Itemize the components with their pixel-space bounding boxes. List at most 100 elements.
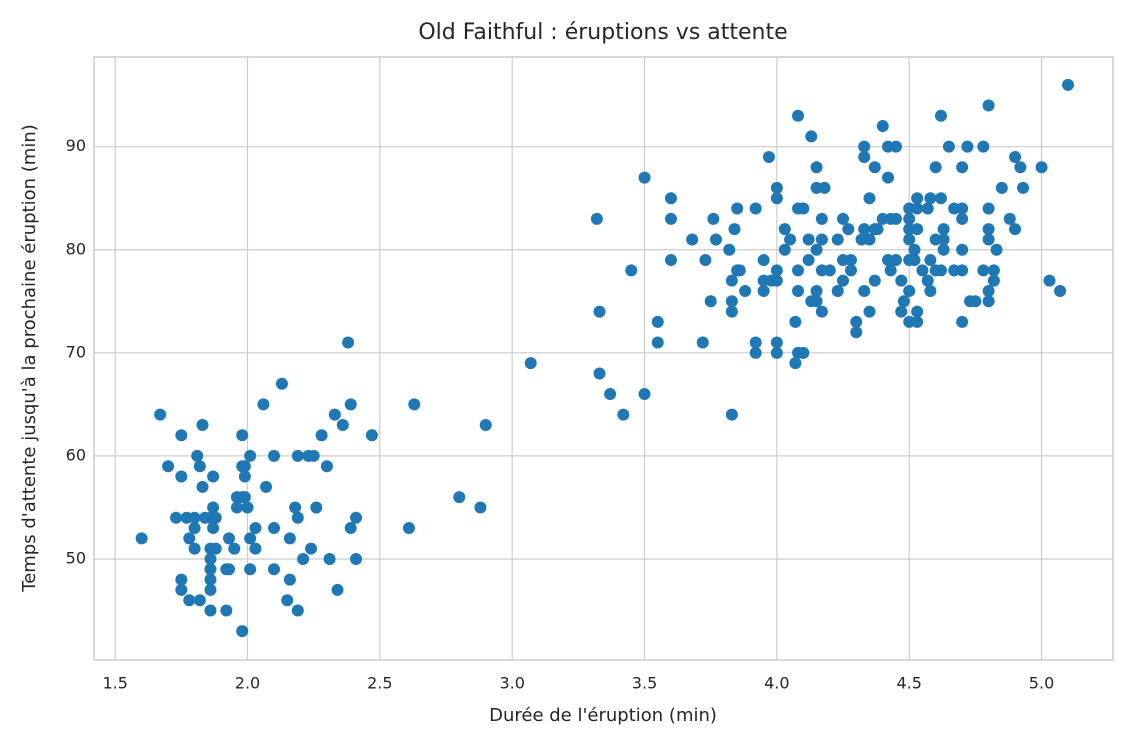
scatter-point xyxy=(990,243,1003,256)
scatter-point xyxy=(863,233,876,246)
scatter-point xyxy=(170,511,183,524)
scatter-point xyxy=(236,625,249,638)
scatter-point xyxy=(810,295,823,308)
scatter-point xyxy=(895,305,908,318)
scatter-point xyxy=(328,408,341,421)
scatter-point xyxy=(331,583,344,596)
scatter-point xyxy=(815,212,828,225)
scatter-point xyxy=(733,264,746,277)
scatter-point xyxy=(987,274,1000,287)
scatter-point xyxy=(937,233,950,246)
scatter-point xyxy=(858,150,871,163)
x-tick-label: 3.5 xyxy=(632,674,657,693)
scatter-point xyxy=(956,161,969,174)
scatter-point xyxy=(267,563,280,576)
scatter-point xyxy=(291,604,304,617)
scatter-point xyxy=(937,223,950,236)
scatter-point xyxy=(204,563,217,576)
scatter-point xyxy=(183,594,196,607)
scatter-point xyxy=(908,243,921,256)
y-tick-label: 90 xyxy=(66,136,86,155)
scatter-point xyxy=(402,522,415,535)
scatter-point xyxy=(823,264,836,277)
scatter-point xyxy=(749,346,762,359)
scatter-point xyxy=(524,357,537,370)
scatter-point xyxy=(204,552,217,565)
scatter-point xyxy=(222,563,235,576)
scatter-point xyxy=(911,305,924,318)
scatter-point xyxy=(982,284,995,297)
scatter-point xyxy=(1009,150,1022,163)
x-tick-label: 2.5 xyxy=(367,674,392,693)
scatter-point xyxy=(850,326,863,339)
x-tick-label: 5.0 xyxy=(1029,674,1054,693)
scatter-point xyxy=(664,254,677,267)
scatter-point xyxy=(903,284,916,297)
scatter-point xyxy=(590,212,603,225)
scatter-point xyxy=(871,223,884,236)
scatter-point xyxy=(977,140,990,153)
scatter-point xyxy=(921,274,934,287)
scatter-point xyxy=(291,449,304,462)
scatter-point xyxy=(350,511,363,524)
scatter-point xyxy=(297,552,310,565)
scatter-point xyxy=(911,223,924,236)
scatter-point xyxy=(236,429,249,442)
scatter-point xyxy=(175,470,188,483)
scatter-point xyxy=(868,274,881,287)
scatter-point xyxy=(770,264,783,277)
scatter-point xyxy=(818,181,831,194)
scatter-point xyxy=(934,192,947,205)
scatter-point xyxy=(1014,161,1027,174)
scatter-point xyxy=(175,583,188,596)
scatter-point xyxy=(789,315,802,328)
scatter-point xyxy=(1003,212,1016,225)
scatter-point xyxy=(802,254,815,267)
scatter-point xyxy=(230,501,243,514)
scatter-point xyxy=(207,501,220,514)
y-tick-label: 70 xyxy=(66,342,86,361)
scatter-point xyxy=(956,212,969,225)
scatter-point xyxy=(844,264,857,277)
scatter-point xyxy=(291,511,304,524)
scatter-point xyxy=(956,264,969,277)
x-tick-label: 3.0 xyxy=(499,674,524,693)
y-axis-label: Temps d'attente jusqu'à la prochaine éru… xyxy=(19,124,40,592)
scatter-point xyxy=(228,542,241,555)
scatter-point xyxy=(731,202,744,215)
scatter-point xyxy=(762,150,775,163)
scatter-point xyxy=(876,120,889,133)
scatter-point xyxy=(868,161,881,174)
scatter-point xyxy=(961,140,974,153)
scatter-point xyxy=(135,532,148,545)
scatter-point xyxy=(916,264,929,277)
scatter-point xyxy=(175,573,188,586)
scatter-point xyxy=(982,295,995,308)
scatter-point xyxy=(320,460,333,473)
scatter-point xyxy=(220,604,233,617)
scatter-point xyxy=(651,315,664,328)
scatter-point xyxy=(789,357,802,370)
y-tick-label: 80 xyxy=(66,239,86,258)
scatter-point xyxy=(244,532,257,545)
scatter-point xyxy=(911,202,924,215)
scatter-point xyxy=(757,284,770,297)
scatter-point xyxy=(797,202,810,215)
scatter-point xyxy=(956,243,969,256)
scatter-point xyxy=(686,233,699,246)
scatter-point xyxy=(895,274,908,287)
scatter-point xyxy=(344,522,357,535)
scatter-point xyxy=(921,202,934,215)
scatter-point xyxy=(1043,274,1056,287)
scatter-point xyxy=(903,212,916,225)
scatter-point xyxy=(987,264,1000,277)
scatter-point xyxy=(188,511,201,524)
scatter-point xyxy=(207,522,220,535)
scatter-point xyxy=(1009,223,1022,236)
scatter-point xyxy=(222,532,235,545)
scatter-point xyxy=(805,130,818,143)
scatter-point xyxy=(305,542,318,555)
scatter-point xyxy=(209,542,222,555)
scatter-point xyxy=(617,408,630,421)
